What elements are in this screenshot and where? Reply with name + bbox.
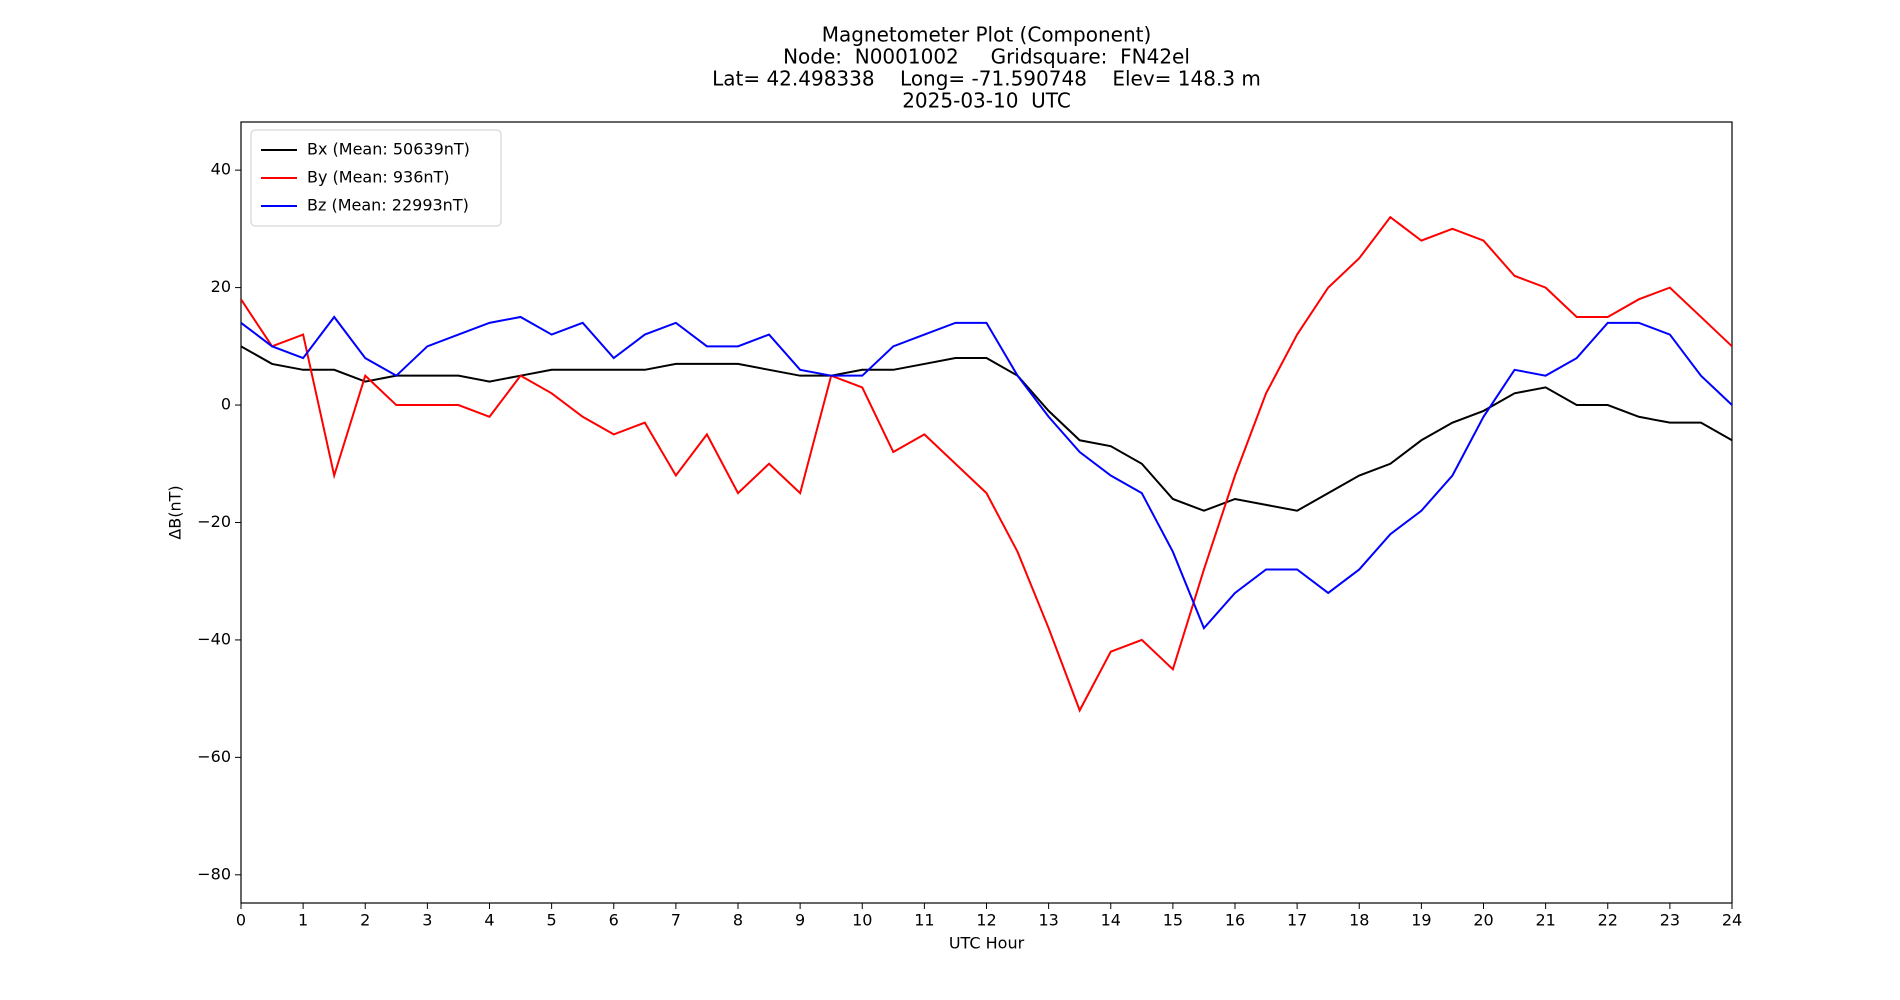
x-tick-label: 1 bbox=[298, 911, 308, 930]
x-tick-label: 4 bbox=[484, 911, 494, 930]
x-tick-label: 8 bbox=[733, 911, 743, 930]
legend-label: Bx (Mean: 50639nT) bbox=[307, 140, 470, 159]
legend-label: Bz (Mean: 22993nT) bbox=[307, 196, 469, 215]
x-tick-label: 18 bbox=[1349, 911, 1369, 930]
x-tick-label: 11 bbox=[914, 911, 934, 930]
legend-box bbox=[250, 129, 502, 227]
x-tick-label: 0 bbox=[236, 911, 246, 930]
x-tick-label: 9 bbox=[795, 911, 805, 930]
chart-title: Node: N0001002 Gridsquare: FN42el bbox=[783, 45, 1190, 69]
x-tick-label: 6 bbox=[609, 911, 619, 930]
x-tick-label: 21 bbox=[1535, 911, 1555, 930]
y-tick-label: −80 bbox=[197, 864, 231, 883]
x-tick-label: 2 bbox=[360, 911, 370, 930]
chart-title: Magnetometer Plot (Component) bbox=[822, 23, 1152, 47]
x-tick-label: 16 bbox=[1225, 911, 1245, 930]
plot-frame bbox=[240, 121, 1733, 904]
y-tick-label: −20 bbox=[197, 512, 231, 531]
x-tick-label: 12 bbox=[976, 911, 996, 930]
legend-label: By (Mean: 936nT) bbox=[307, 168, 450, 187]
x-axis-label: UTC Hour bbox=[949, 934, 1025, 953]
y-tick-label: −40 bbox=[197, 629, 231, 648]
x-tick-label: 22 bbox=[1598, 911, 1618, 930]
y-tick-label: 40 bbox=[211, 160, 231, 179]
x-tick-label: 23 bbox=[1660, 911, 1680, 930]
y-tick-label: 20 bbox=[211, 277, 231, 296]
x-tick-label: 15 bbox=[1163, 911, 1183, 930]
chart-title: Lat= 42.498338 Long= -71.590748 Elev= 14… bbox=[712, 67, 1261, 91]
y-axis-label: ΔB(nT) bbox=[166, 485, 185, 539]
x-tick-label: 13 bbox=[1038, 911, 1058, 930]
y-tick-label: 0 bbox=[221, 395, 231, 414]
x-tick-label: 20 bbox=[1473, 911, 1493, 930]
series-line bbox=[241, 345, 1732, 512]
x-tick-label: 19 bbox=[1411, 911, 1431, 930]
x-tick-label: 10 bbox=[852, 911, 872, 930]
x-tick-label: 14 bbox=[1101, 911, 1121, 930]
x-tick-label: 3 bbox=[422, 911, 432, 930]
series-line bbox=[241, 315, 1732, 631]
x-tick-label: 24 bbox=[1722, 911, 1742, 930]
series-line bbox=[241, 215, 1732, 713]
x-tick-label: 17 bbox=[1287, 911, 1307, 930]
x-tick-label: 7 bbox=[671, 911, 681, 930]
y-tick-label: −60 bbox=[197, 747, 231, 766]
chart-title: 2025-03-10 UTC bbox=[902, 89, 1071, 113]
x-tick-label: 5 bbox=[547, 911, 557, 930]
